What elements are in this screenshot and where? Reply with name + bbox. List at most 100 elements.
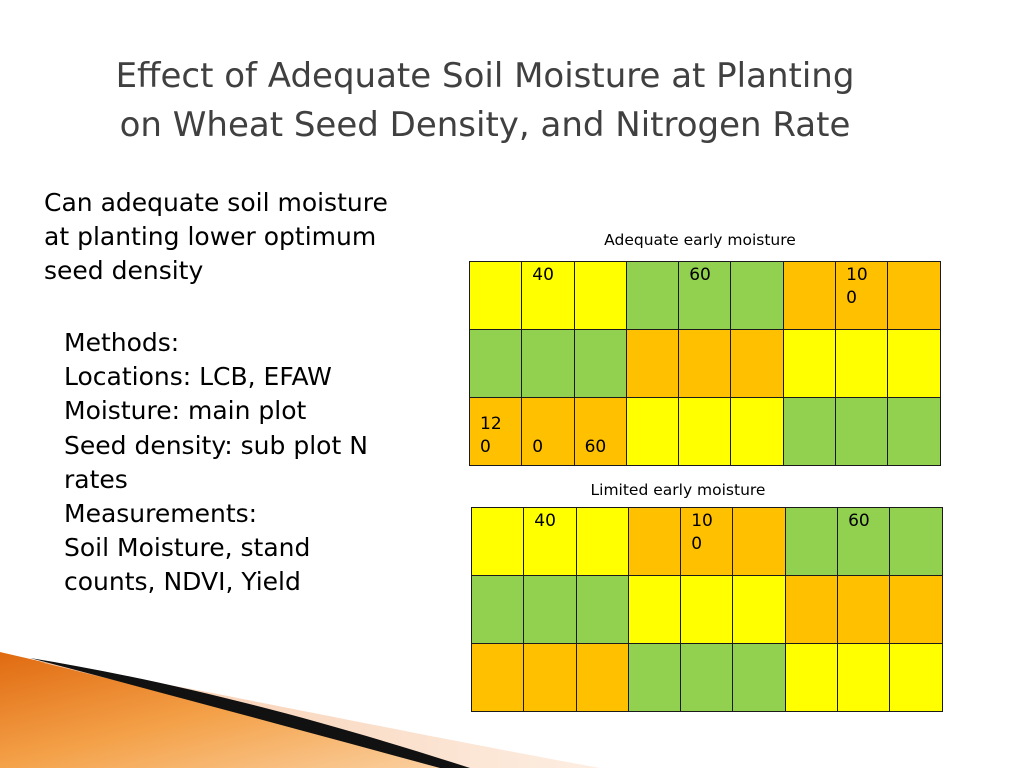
plot-cell-label <box>890 508 941 510</box>
plot-cell <box>575 507 629 576</box>
methods-line: Methods: <box>64 328 180 357</box>
plot-row: 40 10 0 60 <box>470 507 943 576</box>
plot-cell <box>732 507 786 576</box>
plot-row: 40 60 10 0 <box>468 261 941 330</box>
plot-cell-label <box>629 508 680 510</box>
plot-cell-label <box>784 330 835 332</box>
plot-cell <box>573 261 627 330</box>
limited-moisture-plot-grid: 40 10 0 60 <box>470 507 943 712</box>
plot-cell <box>521 329 575 398</box>
methods-line: rates <box>64 464 128 494</box>
plot-cell <box>782 261 837 330</box>
plot-cell-label <box>836 398 887 400</box>
plot-cell-label <box>627 398 678 400</box>
plot-cell <box>680 643 734 712</box>
plot-cell-label: 0 <box>532 437 544 457</box>
plot-cell-label <box>627 330 678 332</box>
plot-row <box>470 643 943 712</box>
plot-cell-label <box>575 330 626 332</box>
adequate-moisture-plot-grid: 40 60 10 0 12 0 0 60 <box>468 261 941 466</box>
plot-cell: 10 0 <box>835 261 889 330</box>
plot-cell-label: 10 0 <box>846 265 868 308</box>
black-swoosh-shape <box>30 658 470 768</box>
plot-cell <box>835 397 889 466</box>
methods-line: Locations: LCB, EFAW <box>64 362 332 392</box>
plot-cell <box>730 329 784 398</box>
methods-line: Moisture: main plot <box>64 396 307 426</box>
plot-cell <box>887 329 941 398</box>
plot-cell <box>625 261 680 330</box>
adequate-moisture-caption: Adequate early moisture <box>604 231 796 249</box>
plot-cell-label <box>784 398 835 400</box>
methods-line: Measurements: <box>64 499 258 529</box>
plot-cell <box>470 575 525 644</box>
plot-cell-label <box>733 644 784 646</box>
plot-cell-label: 60 <box>848 511 870 531</box>
plot-cell-label <box>731 330 782 332</box>
plot-cell <box>575 643 629 712</box>
plot-cell-label <box>731 398 782 400</box>
plot-cell <box>837 575 891 644</box>
plot-cell: 12 0 <box>468 397 523 466</box>
methods-line: counts, NDVI, Yield <box>64 567 301 597</box>
plot-cell <box>784 575 839 644</box>
plot-cell <box>887 397 941 466</box>
plot-cell <box>523 575 577 644</box>
plot-cell-label <box>681 644 732 646</box>
plot-cell <box>575 575 629 644</box>
plot-cell-label <box>524 576 575 578</box>
plot-cell <box>678 329 732 398</box>
plot-cell-label <box>836 330 887 332</box>
plot-cell-label <box>784 262 835 264</box>
plot-cell <box>680 575 734 644</box>
plot-cell-label <box>629 576 680 578</box>
plot-cell <box>835 329 889 398</box>
plot-cell-label: 40 <box>532 265 554 285</box>
plot-cell-label: 40 <box>534 511 556 531</box>
plot-cell <box>732 643 786 712</box>
plot-cell <box>889 575 943 644</box>
plot-cell <box>730 397 784 466</box>
plot-cell-label <box>627 262 678 264</box>
plot-cell-label: 10 0 <box>691 511 713 554</box>
plot-cell-label <box>786 644 837 646</box>
decorative-swoosh <box>0 652 600 768</box>
plot-cell <box>625 329 680 398</box>
research-question: Can adequate soil moisture at planting l… <box>44 186 454 288</box>
plot-cell <box>468 329 523 398</box>
question-line: Can adequate soil moisture <box>44 188 388 217</box>
plot-cell <box>889 507 943 576</box>
plot-cell-label <box>733 576 784 578</box>
plot-cell <box>627 643 682 712</box>
plot-cell: 10 0 <box>680 507 734 576</box>
plot-cell <box>784 507 839 576</box>
plot-cell <box>625 397 680 466</box>
plot-cell <box>732 575 786 644</box>
plot-cell-label <box>575 262 626 264</box>
plot-cell-label <box>731 262 782 264</box>
plot-row: 12 0 0 60 <box>468 397 941 466</box>
plot-cell-label <box>786 508 837 510</box>
plot-cell: 0 <box>521 397 575 466</box>
limited-moisture-caption: Limited early moisture <box>590 481 766 499</box>
title-line-1: Effect of Adequate Soil Moisture at Plan… <box>115 56 855 96</box>
plot-cell <box>784 643 839 712</box>
plot-cell-label <box>786 576 837 578</box>
plot-row <box>470 575 943 644</box>
question-line: at planting lower optimum <box>44 222 377 251</box>
plot-cell <box>573 329 627 398</box>
plot-cell-label <box>472 576 523 578</box>
plot-cell-label <box>888 262 939 264</box>
methods-line: Seed density: sub plot N <box>64 430 368 460</box>
plot-cell: 60 <box>837 507 891 576</box>
plot-cell <box>730 261 784 330</box>
plot-cell-label <box>838 644 889 646</box>
plot-cell <box>782 329 837 398</box>
plot-cell-label <box>577 508 628 510</box>
title-line-2: on Wheat Seed Density, and Nitrogen Rate <box>119 105 851 145</box>
plot-cell: 60 <box>678 261 732 330</box>
plot-cell-label <box>681 576 732 578</box>
plot-cell-label <box>679 330 730 332</box>
plot-cell <box>678 397 732 466</box>
methods-line: Soil Moisture, stand <box>64 533 311 563</box>
